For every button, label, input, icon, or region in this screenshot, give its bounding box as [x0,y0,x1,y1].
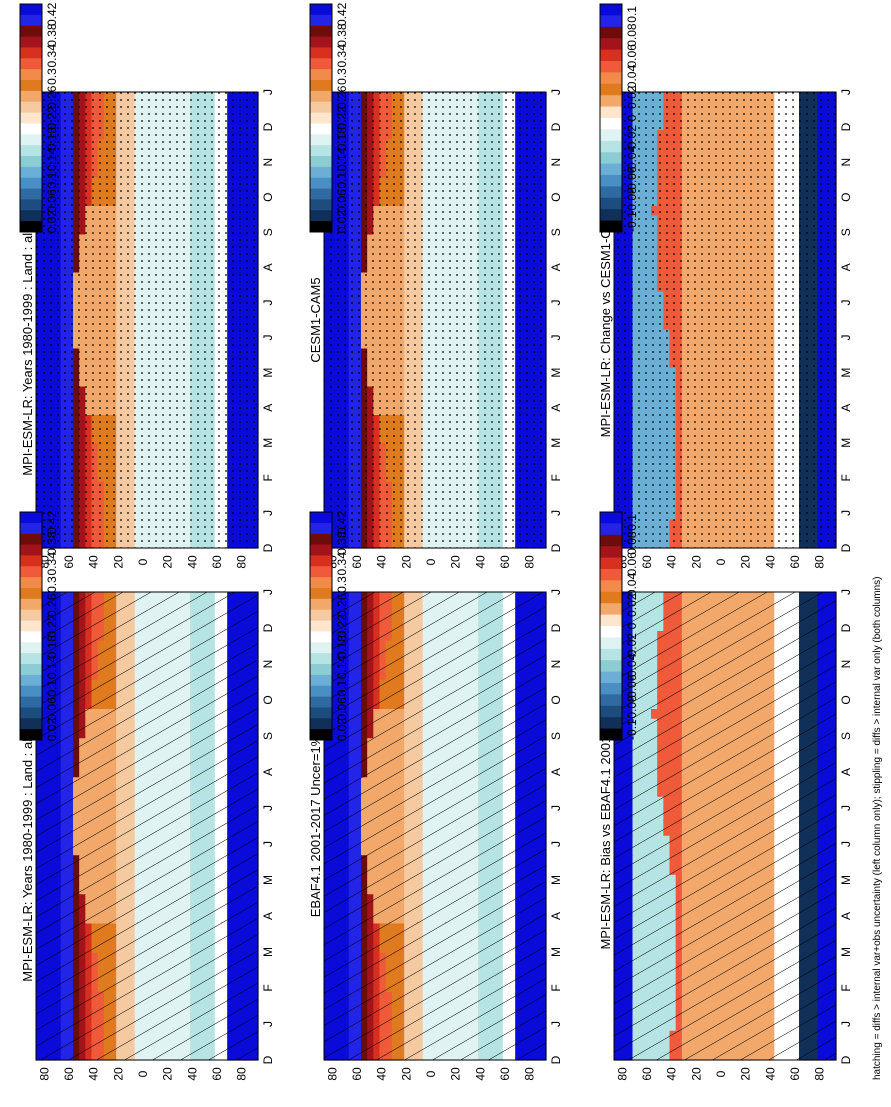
panel-4-plot: 80 60 40 20 0 20 40 60 80DJFMAMJJASONDJCESM1-CAM… [308,89,563,569]
month-tick-label: M [261,368,275,378]
month-tick-label: S [549,228,563,236]
lat-tick-label: 20 [111,555,125,569]
lat-tick-label: 20 [449,555,463,569]
month-tick-label: A [261,263,275,271]
month-tick-label: N [549,158,563,167]
month-tick-label: F [549,474,563,481]
lat-tick-label: 60 [350,555,364,569]
month-tick-label: D [549,543,563,552]
panel-6-plot: 80 60 40 20 0 20 40 60 80DJFMAMJJASONDJMPI-ESM-L… [598,89,853,569]
month-tick-label: M [261,438,275,448]
lat-tick-label: 40 [473,555,487,569]
month-tick-label: D [261,543,275,552]
lat-tick-label: 60 [210,555,224,569]
panel-title: MPI-ESM-LR: Years 1980-1999 : Land : alb… [20,164,35,475]
lat-tick-label: 80 [235,555,249,569]
month-tick-label: N [261,158,275,167]
lat-tick-label: 20 [399,555,413,569]
lat-tick-label: 40 [185,555,199,569]
lat-tick-label: 0 [136,558,150,565]
month-tick-label: O [549,193,563,202]
month-tick-label: D [549,122,563,131]
plot-frame [323,91,547,549]
month-tick-label: A [549,404,563,412]
significance-overlay [324,92,546,548]
significance-overlay [36,92,258,548]
month-tick-label: J [261,335,275,341]
lat-tick-label: 0 [424,558,438,565]
month-tick-label: D [261,122,275,131]
month-tick-label: O [261,193,275,202]
panel-2-plot: 80 60 40 20 0 20 40 60 80DJFMAMJJASONDJMPI-ESM-L… [20,89,275,569]
month-tick-label: J [549,299,563,305]
month-tick-label: A [261,404,275,412]
lat-tick-label: 40 [375,555,389,569]
month-tick-label: J [261,89,275,95]
month-tick-label: J [549,510,563,516]
plot-frame [35,91,259,549]
lat-tick-label: 60 [498,555,512,569]
month-tick-label: F [261,474,275,481]
lat-tick-label: 40 [87,555,101,569]
month-tick-label: A [549,263,563,271]
lat-tick-label: 20 [161,555,175,569]
month-tick-label: M [549,438,563,448]
month-tick-label: S [261,228,275,236]
month-tick-label: J [549,89,563,95]
month-tick-label: J [549,335,563,341]
lat-tick-label: 60 [62,555,76,569]
month-tick-label: J [261,299,275,305]
month-tick-label: M [549,368,563,378]
panel-title: CESM1-CAM5 [308,277,323,362]
month-tick-label: J [261,510,275,516]
lat-tick-label: 80 [523,555,537,569]
